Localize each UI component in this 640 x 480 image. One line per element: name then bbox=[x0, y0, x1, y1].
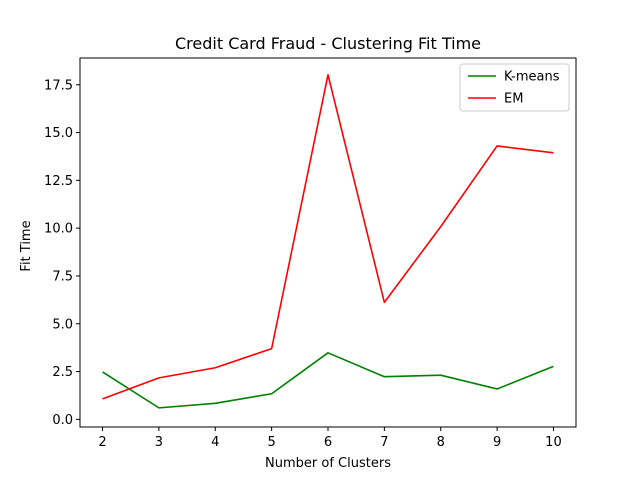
y-tick-label: 7.5 bbox=[52, 269, 73, 284]
y-tick-label: 0.0 bbox=[52, 413, 73, 428]
x-tick-label: 3 bbox=[155, 435, 163, 450]
y-tick-label: 15.0 bbox=[44, 126, 73, 141]
x-tick-label: 7 bbox=[380, 435, 388, 450]
y-tick-label: 2.5 bbox=[52, 365, 73, 380]
legend-label: K-means bbox=[504, 70, 560, 85]
chart-title: Credit Card Fraud - Clustering Fit Time bbox=[175, 34, 481, 53]
y-tick-label: 17.5 bbox=[44, 78, 73, 93]
x-tick-label: 4 bbox=[211, 435, 219, 450]
series-line-k-means bbox=[102, 352, 554, 409]
legend-label: EM bbox=[504, 92, 523, 107]
x-tick-label: 9 bbox=[493, 435, 501, 450]
x-tick-label: 10 bbox=[545, 435, 562, 450]
y-tick-label: 10.0 bbox=[44, 222, 73, 237]
x-tick-label: 2 bbox=[98, 435, 106, 450]
y-tick-label: 12.5 bbox=[44, 174, 73, 189]
x-tick-label: 8 bbox=[437, 435, 445, 450]
x-tick-label: 6 bbox=[324, 435, 332, 450]
y-axis-label: Fit Time bbox=[19, 220, 34, 271]
y-tick-label: 5.0 bbox=[52, 317, 73, 332]
x-axis-label: Number of Clusters bbox=[265, 456, 391, 471]
plot-area: 2 3 4 5 6 7 8 9 10 0.0 2.5 5.0 7.5 10.0 12.5 15.0 17.5 K-… bbox=[44, 57, 577, 450]
x-tick-label: 5 bbox=[267, 435, 275, 450]
series-line-em bbox=[102, 74, 554, 400]
